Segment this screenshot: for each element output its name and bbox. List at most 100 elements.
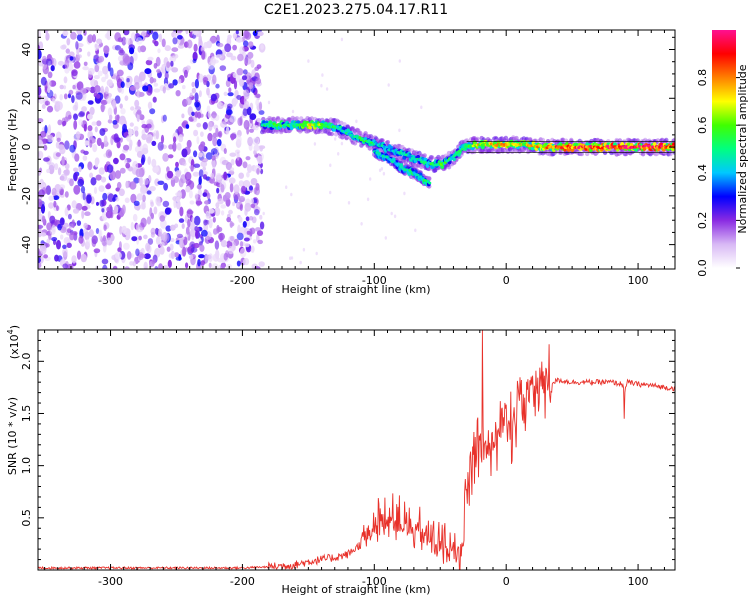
noise-blob bbox=[232, 97, 239, 105]
noise-blob bbox=[225, 126, 230, 135]
noise-blob bbox=[104, 33, 110, 39]
noise-blob bbox=[223, 252, 228, 261]
noise-blob bbox=[136, 113, 140, 123]
noise-blob bbox=[347, 201, 351, 205]
noise-blob bbox=[220, 121, 227, 128]
noise-blob bbox=[159, 246, 165, 255]
noise-blob bbox=[215, 54, 223, 59]
noise-blob bbox=[92, 34, 97, 43]
noise-blob bbox=[223, 148, 227, 154]
noise-blob bbox=[334, 137, 337, 141]
noise-blob bbox=[64, 207, 69, 217]
snr-line-plot bbox=[38, 330, 675, 570]
noise-blob bbox=[68, 89, 74, 95]
noise-blob bbox=[124, 266, 130, 269]
noise-blob bbox=[249, 128, 254, 133]
noise-blob bbox=[224, 43, 232, 53]
noise-blob bbox=[207, 132, 213, 142]
noise-blob bbox=[106, 79, 113, 87]
noise-blob bbox=[246, 126, 250, 135]
y-tick-label: 20 bbox=[20, 91, 33, 105]
noise-blob bbox=[253, 239, 257, 244]
noise-blob bbox=[89, 139, 93, 148]
noise-blob bbox=[55, 131, 62, 141]
noise-blob bbox=[198, 144, 205, 152]
noise-blob bbox=[198, 169, 204, 178]
noise-blob bbox=[67, 213, 72, 220]
noise-blob bbox=[185, 179, 192, 186]
noise-blob bbox=[62, 247, 68, 258]
noise-blob bbox=[248, 82, 254, 90]
noise-blob bbox=[38, 171, 41, 176]
noise-blob bbox=[182, 85, 186, 90]
noise-blob bbox=[96, 201, 99, 206]
noise-blob bbox=[103, 224, 107, 231]
noise-blob bbox=[242, 221, 247, 228]
noise-blob bbox=[181, 148, 188, 158]
exponent-prefix: (x10 bbox=[8, 334, 21, 359]
noise-blob bbox=[340, 141, 344, 146]
noise-blob bbox=[217, 42, 224, 48]
noise-blob bbox=[170, 60, 174, 67]
noise-blob bbox=[41, 104, 46, 109]
noise-blob bbox=[244, 57, 252, 65]
noise-blob bbox=[112, 197, 116, 203]
noise-blob bbox=[53, 200, 57, 208]
noise-blob bbox=[112, 99, 117, 109]
noise-blob bbox=[196, 122, 202, 128]
noise-blob bbox=[170, 250, 175, 260]
noise-blob bbox=[87, 125, 93, 132]
noise-blob bbox=[259, 146, 264, 152]
noise-blob bbox=[98, 167, 105, 175]
noise-blob bbox=[256, 230, 264, 237]
noise-blob bbox=[63, 85, 67, 90]
noise-blob bbox=[175, 170, 181, 178]
noise-blob bbox=[166, 170, 174, 179]
noise-blob bbox=[102, 65, 109, 75]
noise-blob bbox=[94, 64, 100, 73]
signal-ridge-halo bbox=[579, 151, 585, 157]
noise-blob bbox=[197, 258, 201, 267]
noise-blob bbox=[162, 153, 169, 162]
noise-blob bbox=[72, 172, 78, 181]
noise-blob bbox=[153, 88, 161, 93]
noise-blob bbox=[69, 56, 74, 61]
noise-blob bbox=[138, 75, 143, 84]
noise-blob bbox=[243, 40, 249, 47]
noise-blob bbox=[254, 186, 260, 196]
noise-blob bbox=[200, 131, 204, 137]
noise-blob bbox=[107, 107, 113, 117]
noise-blob bbox=[239, 247, 247, 258]
noise-blob bbox=[206, 40, 213, 49]
noise-blob bbox=[75, 92, 83, 100]
noise-blob bbox=[139, 81, 143, 88]
noise-blob bbox=[250, 59, 255, 68]
noise-blob bbox=[102, 192, 108, 201]
secondary-branch-halo bbox=[427, 176, 432, 181]
noise-blob bbox=[104, 73, 109, 80]
signal-ridge-halo bbox=[340, 135, 345, 140]
noise-blob bbox=[225, 198, 231, 207]
signal-ridge-halo bbox=[261, 116, 266, 122]
noise-blob bbox=[215, 127, 219, 138]
noise-blob bbox=[98, 185, 105, 193]
noise-blob bbox=[93, 248, 101, 254]
noise-blob bbox=[178, 134, 184, 143]
colorbar-label: Normalized spectral amplitude bbox=[736, 64, 749, 233]
noise-blob bbox=[153, 62, 158, 69]
noise-blob bbox=[211, 159, 216, 170]
noise-blob bbox=[81, 205, 88, 211]
noise-blob bbox=[98, 55, 105, 63]
noise-blob bbox=[208, 61, 215, 70]
noise-blob bbox=[57, 167, 62, 176]
x-tick-label: -300 bbox=[98, 274, 123, 287]
noise-blob bbox=[249, 113, 257, 120]
noise-blob bbox=[226, 216, 232, 223]
noise-blob bbox=[207, 111, 211, 118]
noise-blob bbox=[243, 257, 250, 266]
noise-blob bbox=[73, 184, 81, 195]
noise-blob bbox=[38, 262, 42, 269]
noise-blob bbox=[250, 245, 255, 253]
noise-blob bbox=[62, 30, 69, 37]
noise-blob bbox=[48, 195, 54, 201]
